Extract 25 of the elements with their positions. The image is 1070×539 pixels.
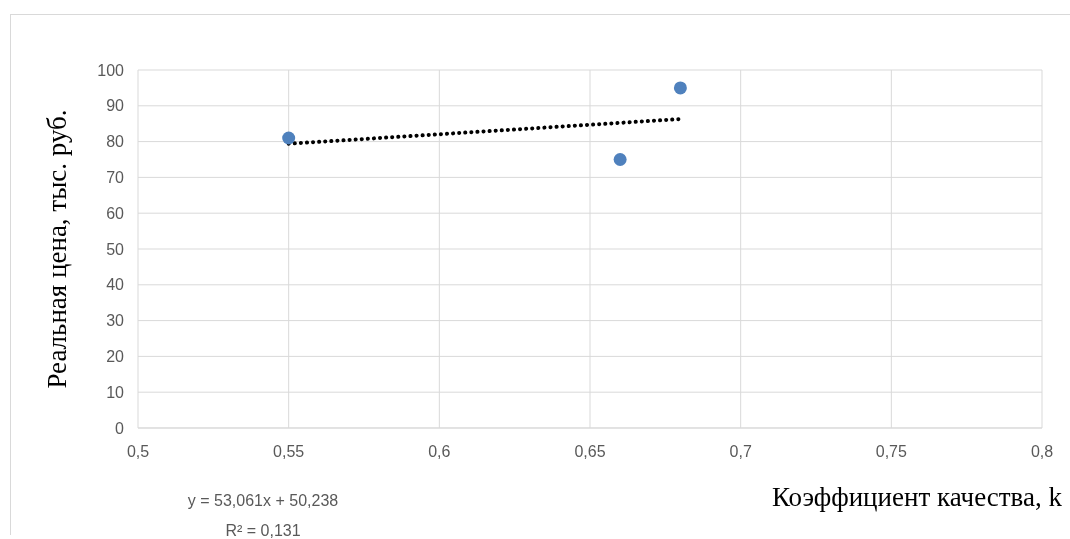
y-tick-label: 100 xyxy=(97,61,125,79)
x-tick-label: 0,6 xyxy=(428,443,451,461)
x-tick-label: 0,7 xyxy=(729,443,752,461)
point xyxy=(282,131,296,145)
x-tick-label: 0,8 xyxy=(1030,443,1054,461)
text: R² = 0,131 xyxy=(224,521,302,539)
text: y = 53,061x + 50,238 xyxy=(186,491,340,511)
y-tick-label: 50 xyxy=(106,240,125,258)
y-tick-label: 90 xyxy=(106,97,125,115)
x-tick-label: 0,75 xyxy=(875,443,908,461)
x-tick-label: 0,55 xyxy=(273,443,305,461)
y-tick-label: 20 xyxy=(106,348,125,366)
y-tick-label: 40 xyxy=(106,276,125,294)
y-tick-label: 10 xyxy=(106,383,125,401)
point xyxy=(613,153,627,166)
x-axis-title: Коэффициент качества, k xyxy=(771,482,1062,513)
x-tick-label: 0,65 xyxy=(574,443,606,461)
point xyxy=(673,81,687,95)
y-tick-label: 60 xyxy=(106,204,125,222)
y-tick-label: 0 xyxy=(115,419,125,437)
y-tick-label: 70 xyxy=(106,169,125,187)
x-tick-label: 0,5 xyxy=(126,443,150,461)
y-axis-title: Реальная цена, тыс. руб. xyxy=(41,109,72,389)
y-tick-label: 30 xyxy=(106,312,125,330)
y-tick-label: 80 xyxy=(106,133,125,151)
